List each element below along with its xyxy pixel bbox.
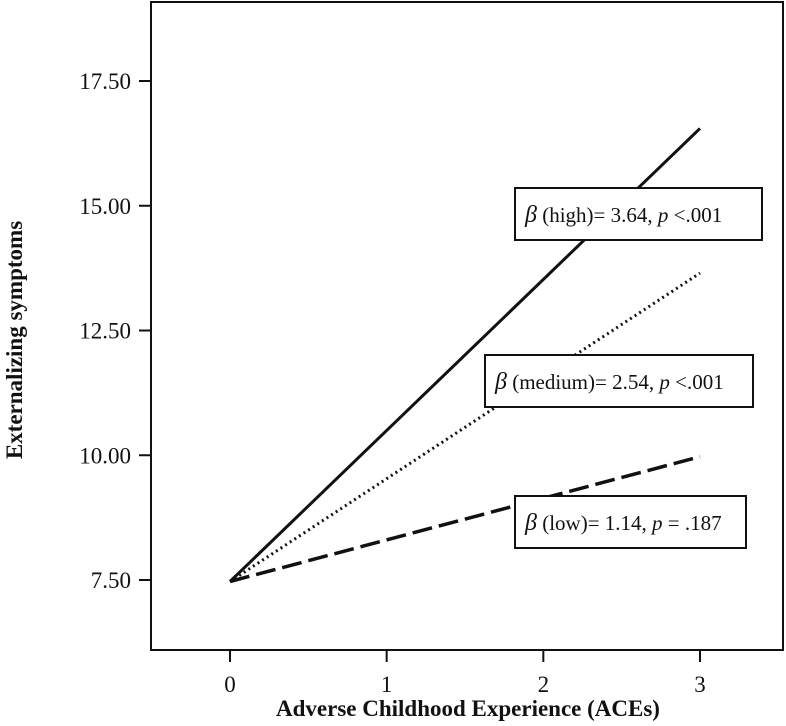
annotation-text: β (high)= 3.64, p <.001 <box>524 202 722 228</box>
y-tick-label: 7.50 <box>91 568 131 593</box>
x-tick-label: 0 <box>224 672 236 697</box>
annotation-text: β (medium)= 2.54, p <.001 <box>494 369 724 395</box>
plot-frame <box>150 1 784 651</box>
annotation-greek: β <box>524 510 537 536</box>
annotation-label: (low)= 1.14, <box>537 511 652 535</box>
annotation-pval: <.001 <box>670 370 724 394</box>
annotation-label: (high)= 3.64, <box>537 203 658 227</box>
x-tick-label: 2 <box>538 672 550 697</box>
x-axis-title: Adverse Childhood Experience (ACEs) <box>276 696 660 721</box>
annotation-box <box>514 495 747 549</box>
y-tick-label: 15.00 <box>79 194 131 219</box>
series-line-medium <box>229 271 701 583</box>
annotation-high: β (high)= 3.64, p <.001 <box>514 187 763 241</box>
annotation-greek: β <box>524 202 537 228</box>
annotation-pval: <.001 <box>668 203 722 227</box>
x-tick-label: 1 <box>381 672 393 697</box>
annotation-p: p <box>657 370 670 394</box>
annotation-p: p <box>656 203 669 227</box>
annotation-box <box>484 354 754 408</box>
annotation-greek: β <box>494 369 507 395</box>
annotation-box <box>514 187 763 241</box>
annotation-p: p <box>650 511 663 535</box>
annotation-text: β (low)= 1.14, p = .187 <box>524 510 722 536</box>
annotation-label: (medium)= 2.54, <box>507 370 659 394</box>
y-tick-label: 10.00 <box>79 443 131 468</box>
annotation-medium: β (medium)= 2.54, p <.001 <box>484 354 754 408</box>
y-axis-title: Externalizing symptoms <box>2 221 27 459</box>
x-tick-label: 3 <box>694 672 706 697</box>
annotation-pval: = .187 <box>663 511 722 535</box>
y-tick-label: 17.50 <box>79 69 131 94</box>
series-line-low <box>229 455 701 584</box>
x-axis: 0 1 2 3 <box>224 650 706 697</box>
y-tick-label: 12.50 <box>79 319 131 344</box>
y-axis: 7.50 10.00 12.50 15.00 17.50 <box>79 69 151 593</box>
annotation-low: β (low)= 1.14, p = .187 <box>514 495 747 549</box>
